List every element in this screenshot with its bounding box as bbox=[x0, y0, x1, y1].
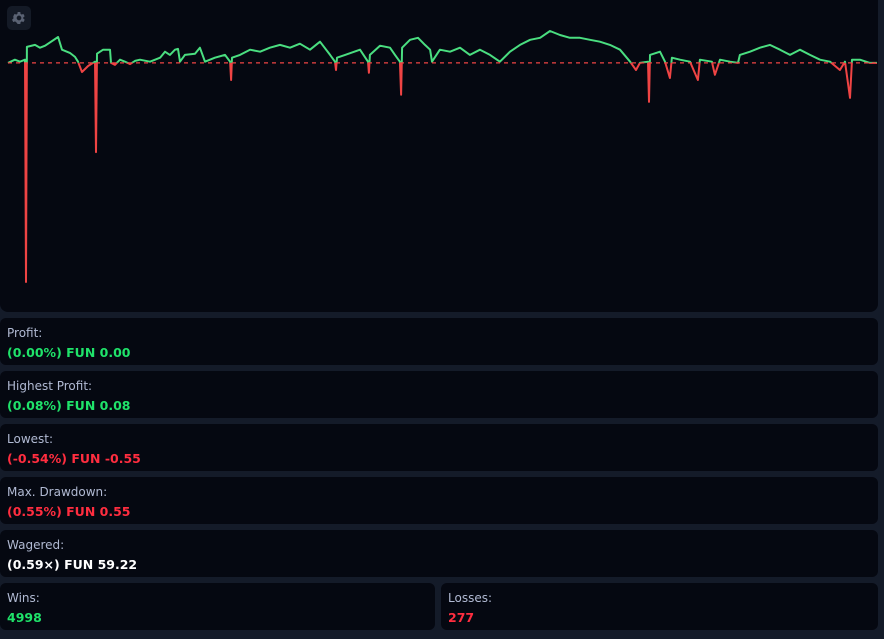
wins-stat: Wins: 4998 bbox=[0, 583, 435, 630]
profit-line-negative bbox=[7, 62, 877, 283]
profit-line-positive bbox=[7, 30, 877, 63]
profit-stat: Profit: (0.00%) FUN 0.00 bbox=[0, 318, 878, 365]
highest-profit-value: (0.08%) FUN 0.08 bbox=[7, 398, 131, 413]
highest-profit-stat: Highest Profit: (0.08%) FUN 0.08 bbox=[0, 371, 878, 418]
wagered-label: Wagered: bbox=[7, 538, 65, 552]
wagered-stat: Wagered: (0.59×) FUN 59.22 bbox=[0, 530, 878, 577]
profit-line-chart bbox=[7, 30, 877, 283]
lowest-label: Lowest: bbox=[7, 432, 54, 446]
chart-settings-button[interactable] bbox=[7, 6, 31, 30]
max-drawdown-stat: Max. Drawdown: (0.55%) FUN 0.55 bbox=[0, 477, 878, 524]
gear-icon bbox=[12, 12, 25, 24]
max-drawdown-label: Max. Drawdown: bbox=[7, 485, 108, 499]
profit-label: Profit: bbox=[7, 326, 43, 340]
wins-value: 4998 bbox=[7, 610, 42, 625]
max-drawdown-value: (0.55%) FUN 0.55 bbox=[7, 504, 131, 519]
losses-value: 277 bbox=[448, 610, 475, 625]
profit-value: (0.00%) FUN 0.00 bbox=[7, 345, 131, 360]
lowest-value: (-0.54%) FUN -0.55 bbox=[7, 451, 141, 466]
profit-chart bbox=[0, 0, 878, 312]
wagered-value: (0.59×) FUN 59.22 bbox=[7, 557, 138, 572]
losses-stat: Losses: 277 bbox=[441, 583, 878, 630]
highest-profit-label: Highest Profit: bbox=[7, 379, 93, 393]
lowest-stat: Lowest: (-0.54%) FUN -0.55 bbox=[0, 424, 878, 471]
wins-label: Wins: bbox=[7, 591, 40, 605]
losses-label: Losses: bbox=[448, 591, 492, 605]
